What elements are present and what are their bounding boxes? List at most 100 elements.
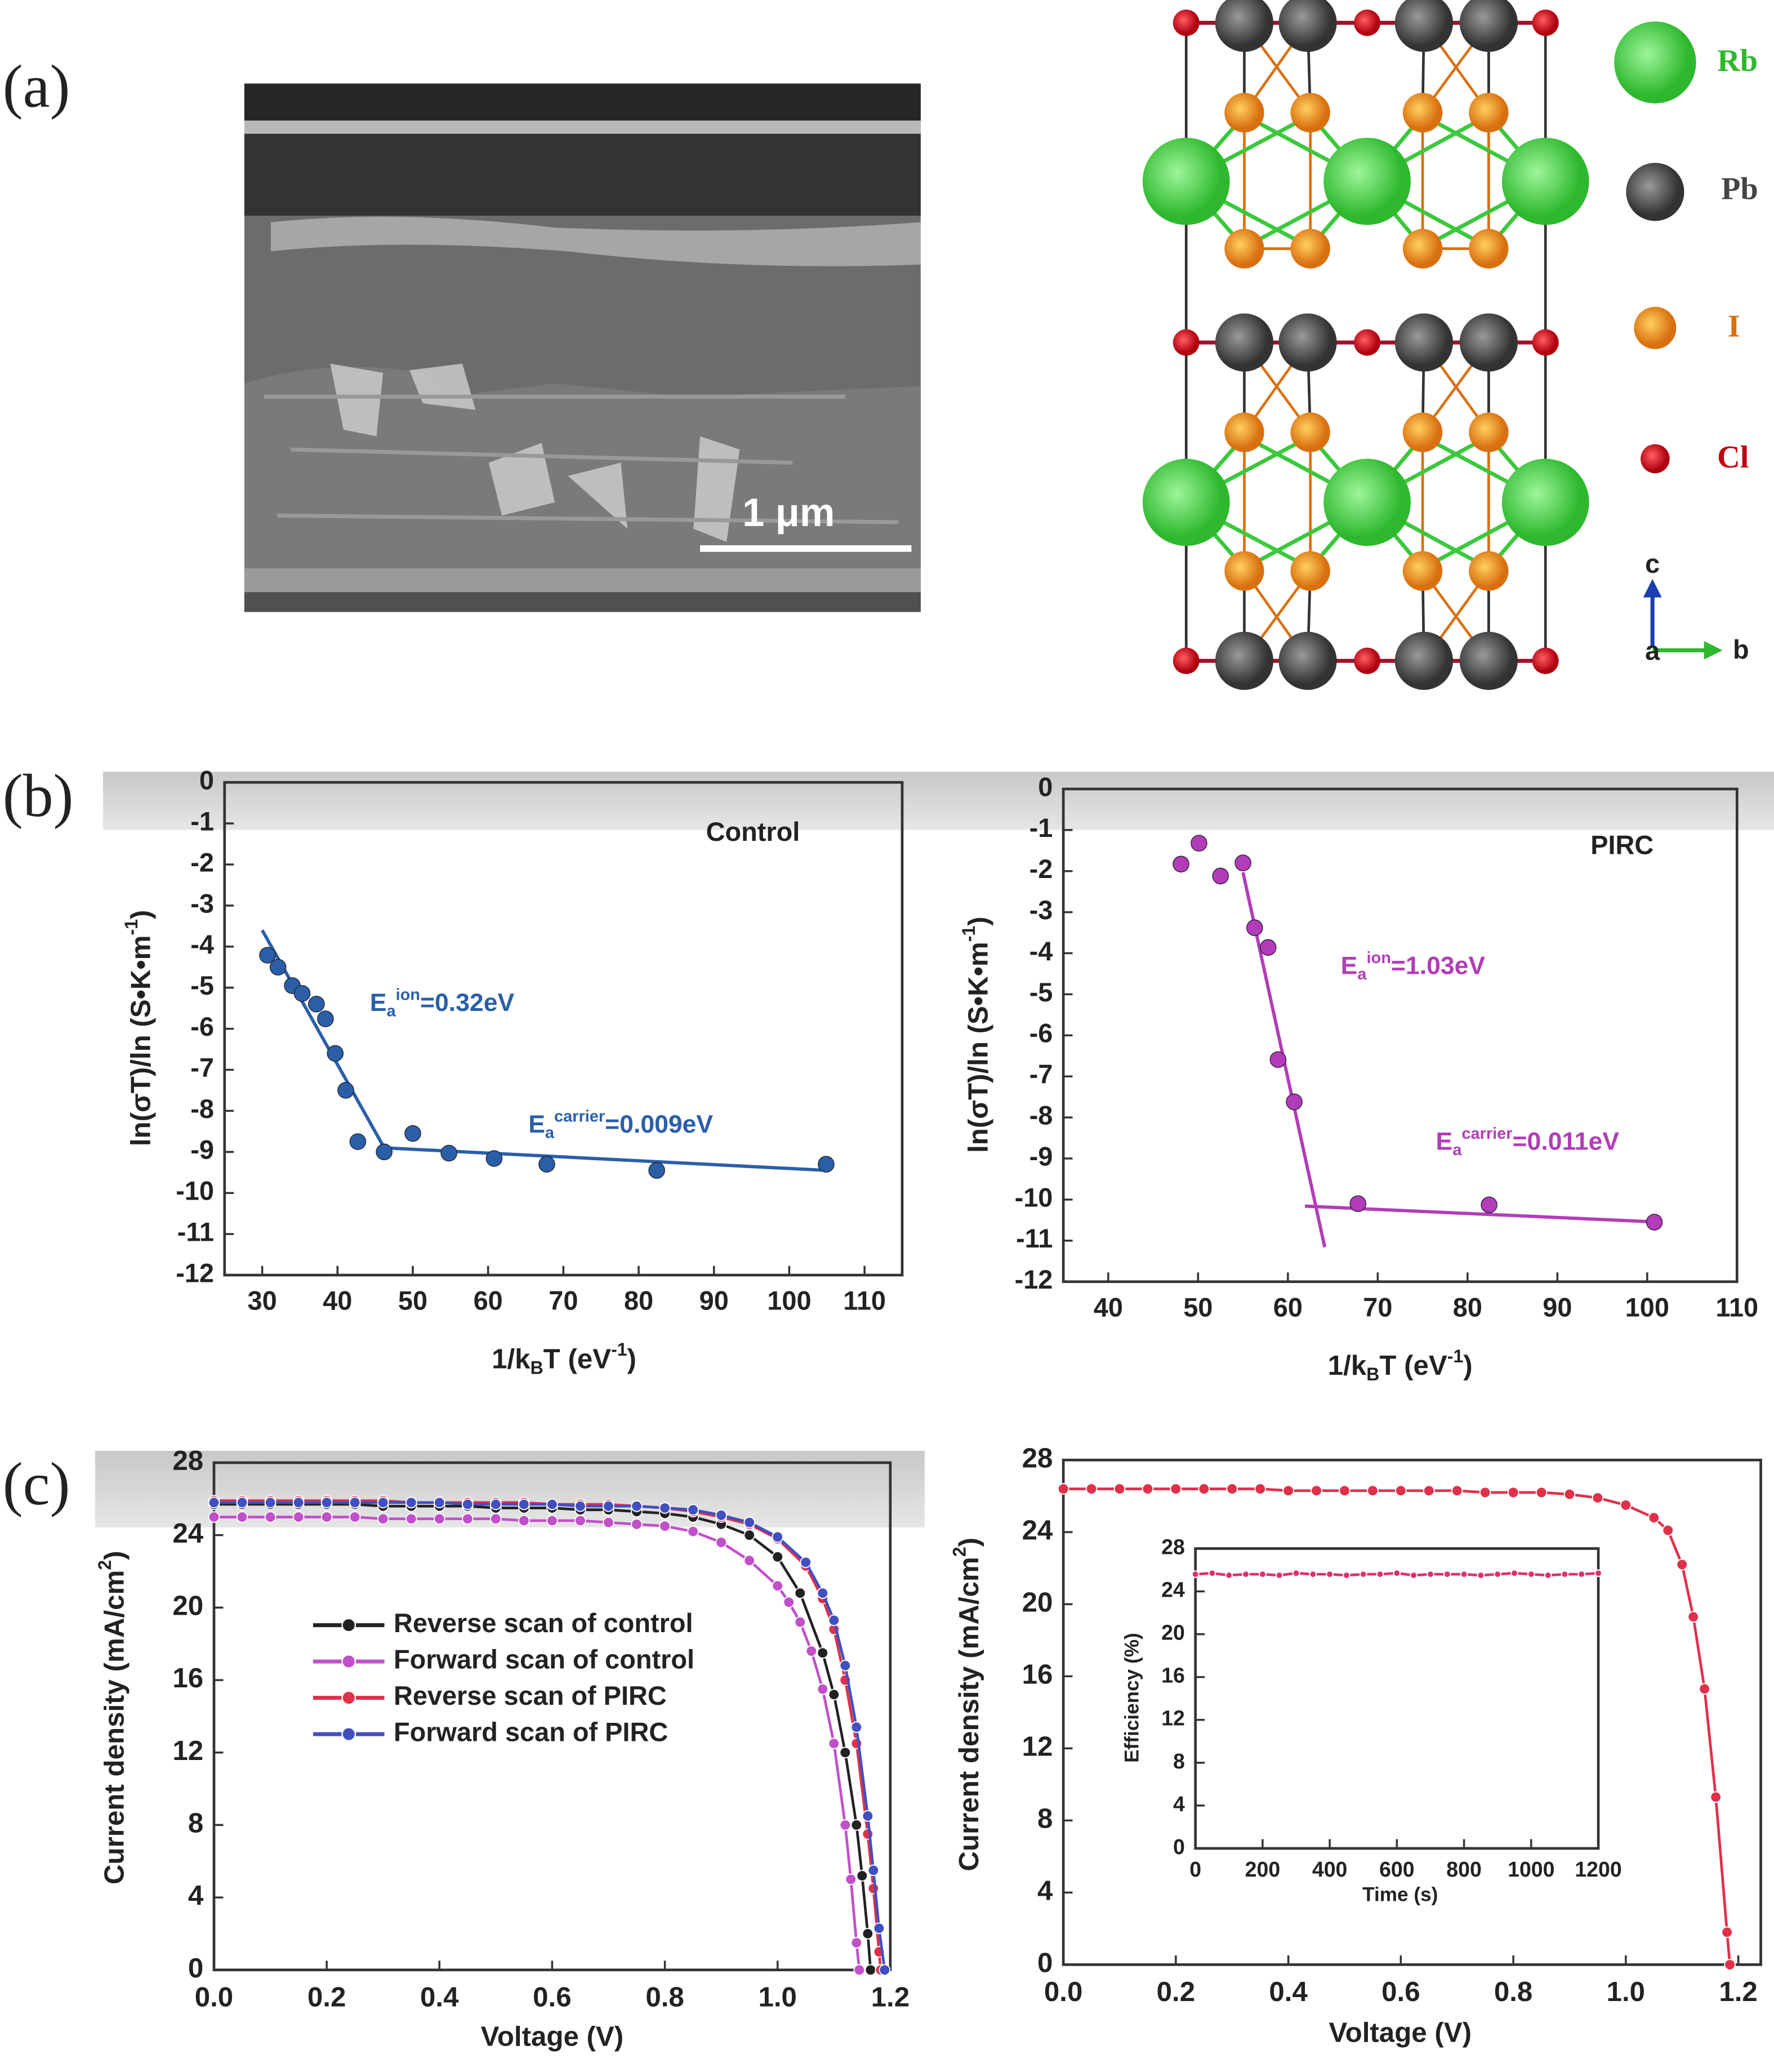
- data-point: [1259, 939, 1277, 956]
- legend-atom: [1634, 306, 1677, 349]
- y-tick-label: 12: [1161, 1706, 1185, 1730]
- data-point: [817, 1647, 829, 1659]
- data-point: [1544, 1571, 1552, 1579]
- y-tick-label: -9: [190, 1135, 214, 1165]
- x-tick-label: 0.8: [645, 1981, 684, 2012]
- data-point: [1311, 1485, 1322, 1497]
- data-point: [850, 1721, 863, 1734]
- x-tick-label: 400: [1312, 1857, 1348, 1881]
- atom-i: [1469, 229, 1509, 269]
- y-axis-label: ln(σT)/ln (S•K•m-1): [959, 916, 994, 1152]
- data-point: [1477, 1571, 1485, 1579]
- axis-label: b: [1733, 635, 1749, 664]
- data-point: [293, 985, 311, 1002]
- data-point: [839, 1819, 852, 1831]
- annotation-part: ion: [1367, 949, 1391, 967]
- data-point: [631, 1518, 643, 1530]
- legend-atom: [1626, 163, 1684, 221]
- data-point: [864, 1964, 877, 1976]
- data-point: [1527, 1570, 1535, 1578]
- x-axis-label-part: B: [1366, 1364, 1379, 1384]
- annotation-part: ion: [396, 986, 420, 1004]
- y-axis-label: Current density (mA/cm2): [95, 1551, 130, 1884]
- data-point: [1225, 1571, 1233, 1579]
- data-point: [1275, 1571, 1283, 1579]
- data-point: [1535, 1486, 1548, 1499]
- data-point: [518, 1498, 530, 1510]
- annotation: Eaion=1.03eV: [1341, 949, 1486, 983]
- atom-cl: [1532, 329, 1559, 356]
- legend-label: I: [1728, 309, 1740, 344]
- data-point: [1208, 1569, 1216, 1578]
- atom-cl: [1173, 647, 1200, 674]
- data-point: [648, 1162, 665, 1179]
- y-tick-label: 20: [1022, 1587, 1053, 1618]
- legend-label: Forward scan of PIRC: [394, 1717, 668, 1746]
- atom-rb: [1323, 137, 1411, 225]
- data-point: [264, 1511, 277, 1523]
- data-point: [1410, 1571, 1418, 1579]
- data-point: [208, 1511, 220, 1523]
- data-point: [603, 1516, 614, 1529]
- y-tick-label: 8: [1173, 1749, 1185, 1773]
- x-axis-label-part: -1: [1447, 1346, 1463, 1366]
- data-point: [320, 1511, 333, 1523]
- data-point: [405, 1496, 417, 1509]
- atom-i: [1290, 229, 1330, 269]
- y-tick-label: 28: [1022, 1442, 1053, 1473]
- data-point: [715, 1536, 727, 1548]
- annotation-part: a: [1452, 1141, 1462, 1159]
- data-point: [1349, 1195, 1367, 1213]
- data-point: [1577, 1570, 1586, 1578]
- data-point: [853, 1964, 866, 1976]
- data-point: [236, 1496, 248, 1509]
- data-point: [772, 1580, 784, 1592]
- y-axis-label-part: Current density (mA/cm: [99, 1570, 130, 1884]
- y-tick-label: 24: [1022, 1514, 1053, 1545]
- x-axis-label-part: ): [1463, 1350, 1472, 1381]
- data-point: [349, 1511, 361, 1523]
- axis-label: a: [1645, 636, 1660, 666]
- data-point: [1269, 1051, 1287, 1068]
- atom-rb: [1142, 137, 1230, 225]
- y-tick-label: -5: [1029, 978, 1053, 1007]
- x-axis-label: 1/kBT (eV-1): [1328, 1346, 1473, 1384]
- x-tick-label: 40: [323, 1286, 352, 1316]
- atom-pb: [1394, 631, 1454, 690]
- x-tick-label: 100: [767, 1286, 811, 1316]
- atom-i: [1224, 412, 1264, 452]
- annotation-part: E: [1341, 952, 1358, 979]
- y-tick-label: 24: [1161, 1578, 1185, 1602]
- data-point: [259, 947, 276, 964]
- atom-cl: [1173, 329, 1200, 356]
- y-axis-label-part: 2: [950, 1547, 970, 1557]
- data-point: [1259, 1570, 1267, 1578]
- atom-i: [1224, 92, 1264, 133]
- data-point: [1173, 855, 1189, 873]
- x-tick-label: 0.0: [195, 1981, 233, 2012]
- data-point: [856, 1870, 868, 1882]
- data-point: [269, 959, 287, 976]
- data-point: [1254, 1483, 1266, 1495]
- annotation-part: a: [386, 1002, 396, 1020]
- data-point: [1423, 1485, 1435, 1497]
- data-point: [743, 1529, 755, 1541]
- y-tick-label: 12: [1022, 1731, 1053, 1762]
- data-point: [1359, 1570, 1367, 1578]
- data-point: [783, 1596, 795, 1608]
- atom-pb: [1215, 631, 1274, 690]
- x-tick-label: 0.8: [1494, 1976, 1532, 2007]
- legend-marker: [341, 1727, 356, 1741]
- atom-i: [1469, 92, 1509, 133]
- legend-marker: [341, 1618, 356, 1633]
- annotation-part: =0.011eV: [1513, 1128, 1620, 1155]
- y-axis-label: Efficiency (%): [1121, 1633, 1143, 1763]
- data-point: [687, 1526, 699, 1538]
- legend-atom: [1641, 444, 1670, 474]
- data-point: [1234, 854, 1251, 871]
- plot-frame: [212, 1461, 892, 1972]
- y-axis-label: ln(σT)/ln (S•K•m-1): [122, 910, 157, 1146]
- legend-label: Reverse scan of PIRC: [394, 1681, 667, 1710]
- data-point: [1393, 1569, 1401, 1578]
- y-tick-label: -12: [176, 1258, 214, 1287]
